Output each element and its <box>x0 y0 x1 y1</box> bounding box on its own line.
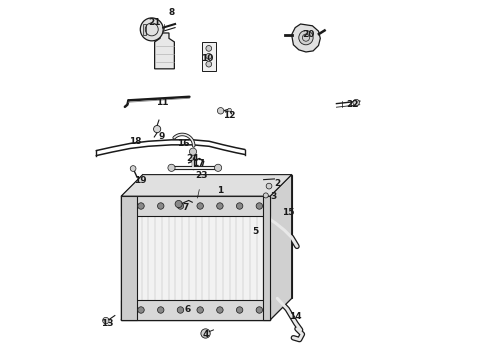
Text: 10: 10 <box>201 54 214 63</box>
Circle shape <box>201 329 210 338</box>
Text: 1: 1 <box>217 186 223 195</box>
Text: 19: 19 <box>134 176 147 185</box>
Circle shape <box>228 108 231 112</box>
Text: 18: 18 <box>129 137 142 146</box>
Polygon shape <box>122 300 270 320</box>
Text: 9: 9 <box>159 132 165 141</box>
Text: 11: 11 <box>156 98 169 107</box>
Polygon shape <box>143 24 147 35</box>
Text: 8: 8 <box>169 8 174 17</box>
Circle shape <box>217 307 223 313</box>
Text: 2: 2 <box>274 179 280 188</box>
Circle shape <box>256 203 263 209</box>
Polygon shape <box>122 175 292 196</box>
Text: 4: 4 <box>202 330 209 339</box>
Circle shape <box>206 53 212 59</box>
Circle shape <box>236 307 243 313</box>
Circle shape <box>138 203 144 209</box>
Circle shape <box>153 126 161 133</box>
Circle shape <box>263 193 269 198</box>
Text: 6: 6 <box>185 305 191 314</box>
Text: 7: 7 <box>183 203 189 212</box>
Polygon shape <box>122 196 270 216</box>
Circle shape <box>140 18 163 41</box>
Polygon shape <box>155 33 174 69</box>
Circle shape <box>256 307 263 313</box>
Circle shape <box>175 201 182 208</box>
Circle shape <box>157 307 164 313</box>
Polygon shape <box>202 42 216 71</box>
Circle shape <box>138 307 144 313</box>
Circle shape <box>206 45 212 51</box>
Circle shape <box>197 203 203 209</box>
Text: 21: 21 <box>148 18 161 27</box>
Text: 20: 20 <box>303 30 315 39</box>
Text: 22: 22 <box>346 100 359 109</box>
Polygon shape <box>122 196 270 320</box>
Circle shape <box>190 148 196 155</box>
Text: 24: 24 <box>186 154 198 163</box>
Text: 17: 17 <box>192 159 205 168</box>
Circle shape <box>215 164 221 171</box>
Text: 23: 23 <box>196 171 208 180</box>
Circle shape <box>168 164 175 171</box>
Circle shape <box>157 203 164 209</box>
Circle shape <box>177 203 184 209</box>
Circle shape <box>177 307 184 313</box>
Circle shape <box>299 31 313 45</box>
Circle shape <box>206 61 212 67</box>
Polygon shape <box>263 196 270 320</box>
Polygon shape <box>270 175 292 320</box>
Circle shape <box>266 183 272 189</box>
Circle shape <box>102 318 109 324</box>
Circle shape <box>197 307 203 313</box>
Polygon shape <box>122 196 137 320</box>
Circle shape <box>218 108 224 114</box>
Text: 12: 12 <box>222 111 235 120</box>
Circle shape <box>217 203 223 209</box>
Text: 13: 13 <box>100 319 113 328</box>
Polygon shape <box>292 24 320 52</box>
Text: 3: 3 <box>270 192 277 201</box>
Text: 16: 16 <box>177 139 189 148</box>
Text: 14: 14 <box>289 312 301 321</box>
Circle shape <box>353 99 359 106</box>
Circle shape <box>130 166 136 171</box>
Text: 5: 5 <box>253 228 259 237</box>
Text: 15: 15 <box>282 208 294 217</box>
Circle shape <box>236 203 243 209</box>
